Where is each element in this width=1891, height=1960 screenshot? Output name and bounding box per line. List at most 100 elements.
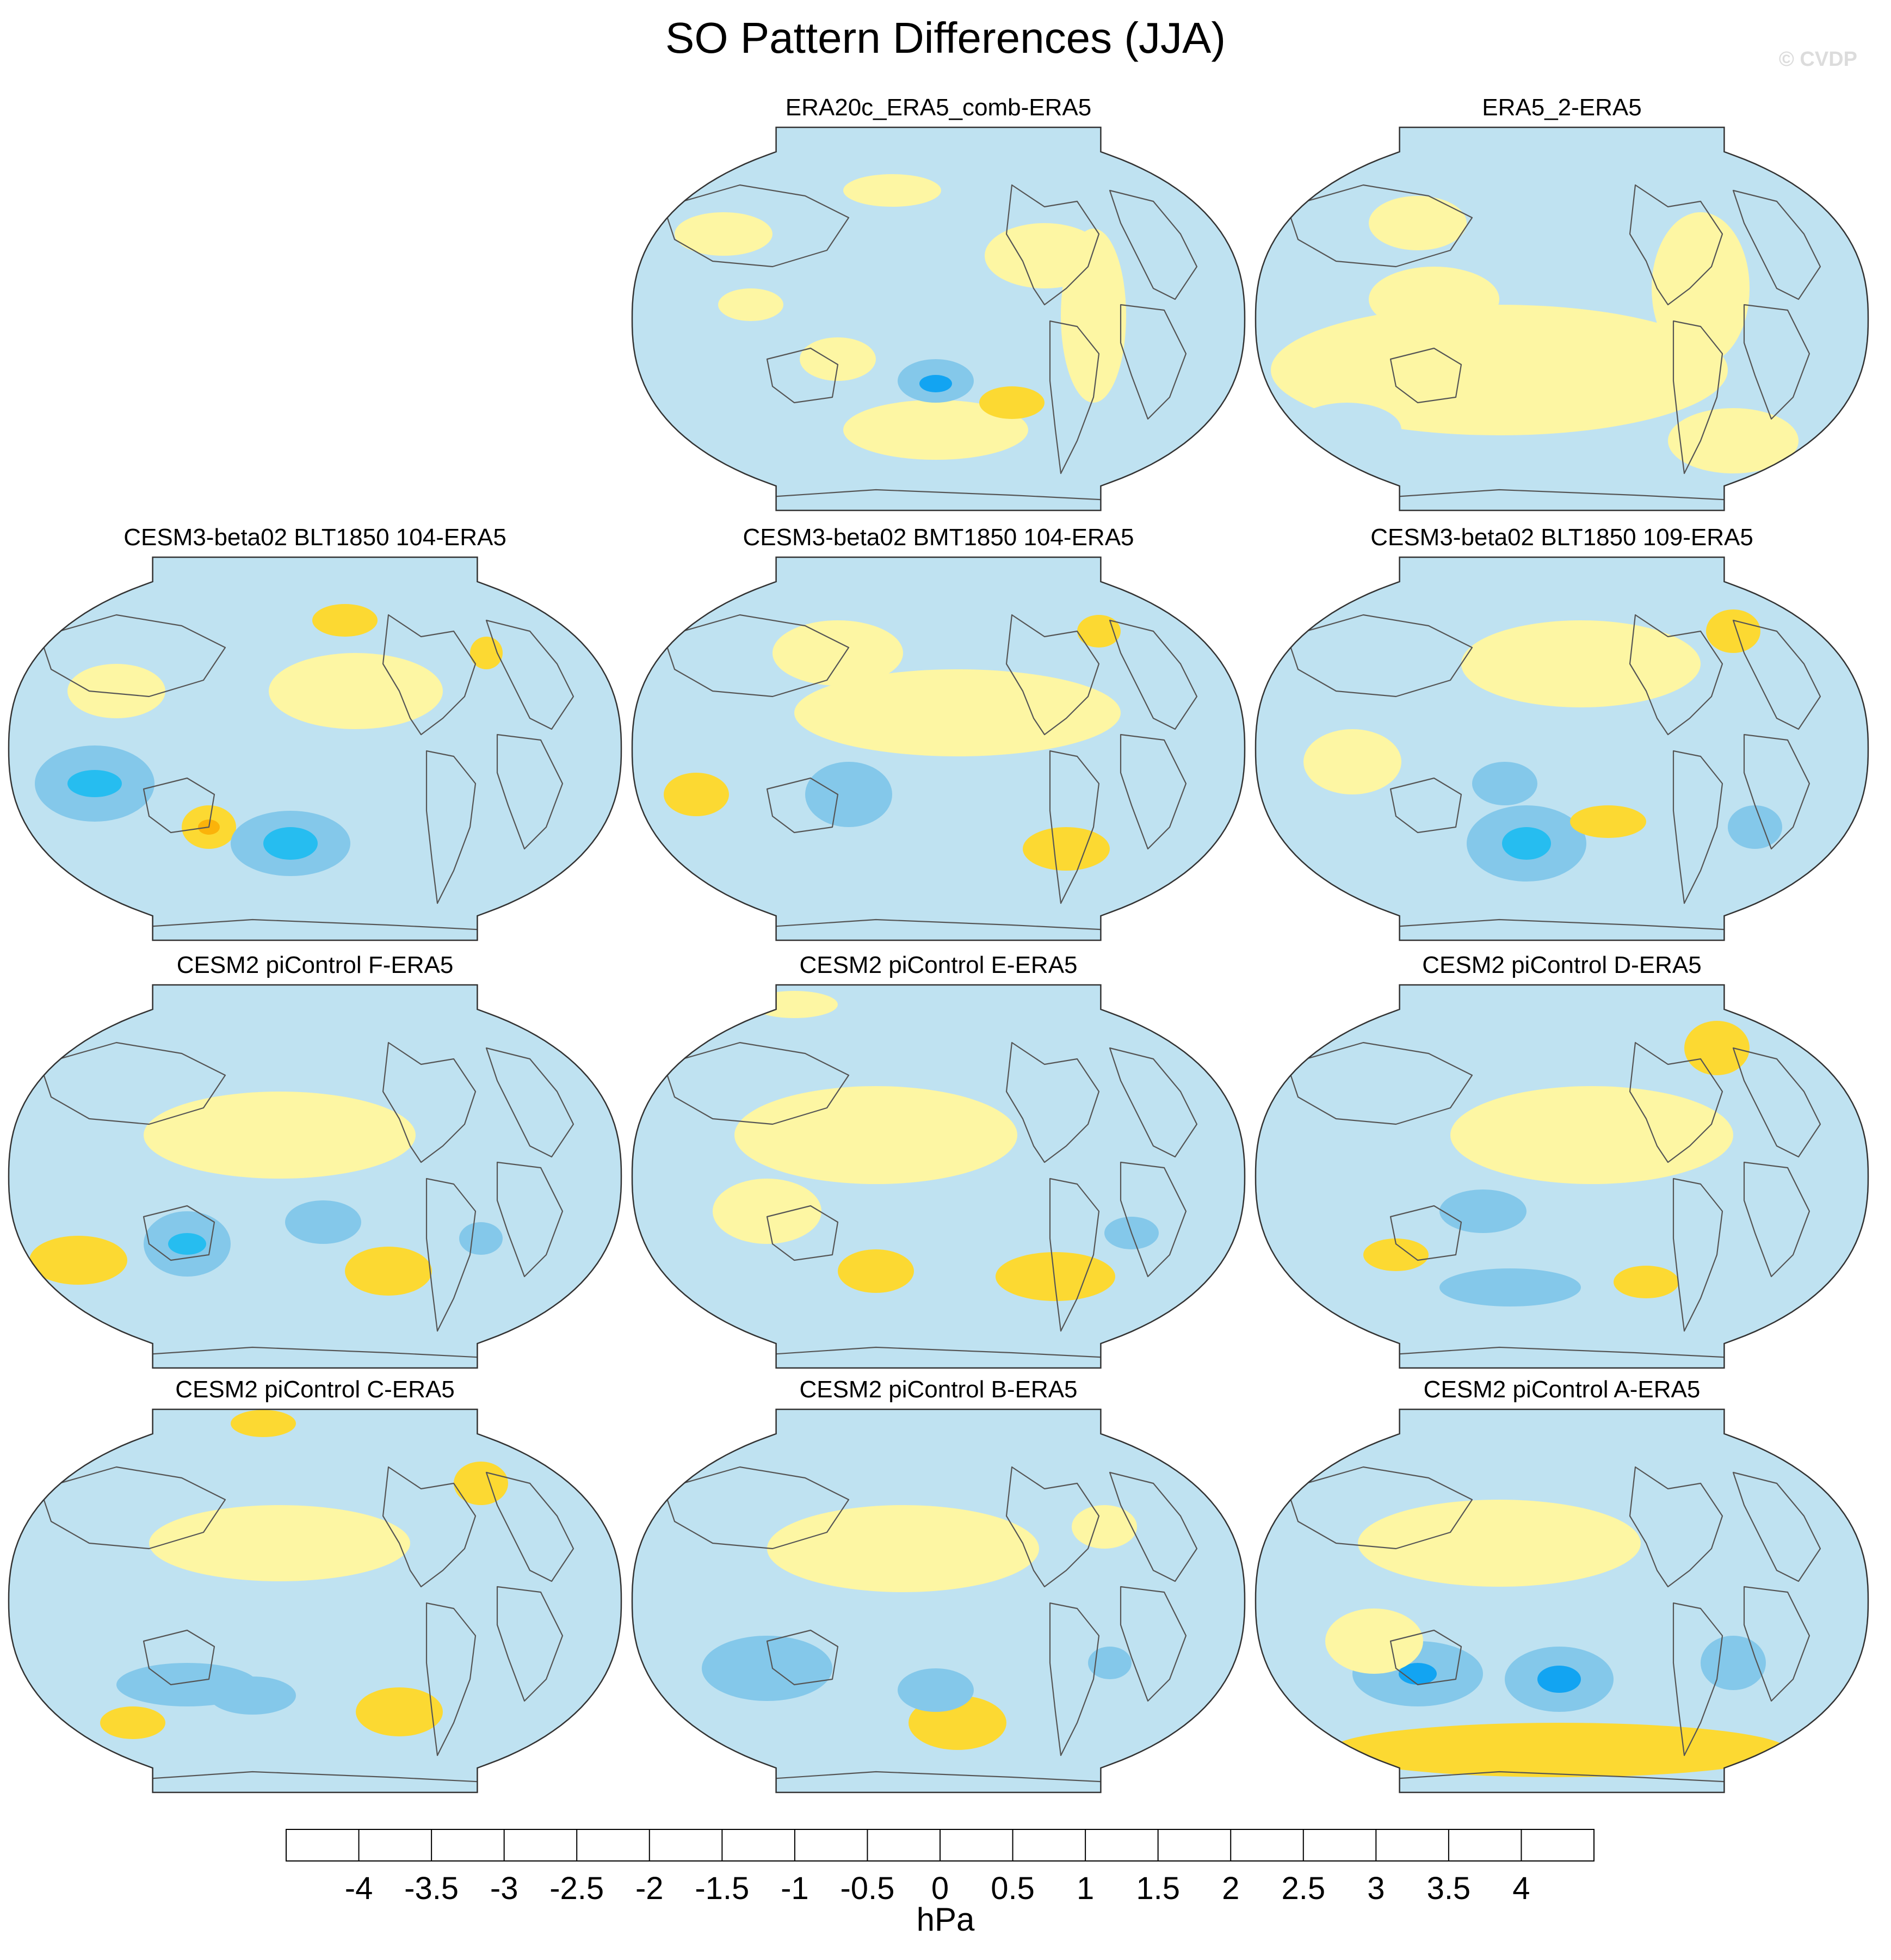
positive-anomaly-region xyxy=(269,653,443,729)
coastline xyxy=(1389,347,1462,404)
panel-title: ERA20c_ERA5_comb-ERA5 xyxy=(785,94,1092,121)
robinson-map xyxy=(1255,126,1869,511)
coastline xyxy=(1389,1629,1462,1686)
robinson-map xyxy=(1255,984,1869,1369)
positive-anomaly-region xyxy=(1061,229,1126,403)
negative-anomaly-region xyxy=(849,557,1023,571)
coastline xyxy=(1005,1041,1100,1163)
coastline xyxy=(425,1602,477,1756)
robinson-map xyxy=(1255,556,1869,941)
positive-anomaly-region xyxy=(843,174,941,207)
coastline xyxy=(1629,184,1723,306)
coastline xyxy=(1049,320,1100,474)
negative-anomaly-region xyxy=(1293,403,1401,457)
map-outline xyxy=(1255,126,1869,511)
map-panel: CESM2 piControl D-ERA5 xyxy=(1255,951,1869,1370)
coastline xyxy=(1336,1346,1745,1359)
panel-title: CESM2 piControl E-ERA5 xyxy=(799,952,1078,978)
negative-anomaly-region xyxy=(1461,985,1657,997)
coastline xyxy=(39,1466,226,1550)
coastline xyxy=(766,777,839,834)
coastline xyxy=(1109,189,1198,300)
robinson-map xyxy=(8,1408,622,1793)
coastline xyxy=(1286,614,1473,698)
map-outline xyxy=(1255,1408,1869,1793)
map-panel: CESM3-beta02 BLT1850 104-ERA5 xyxy=(8,523,622,942)
positive-anomaly-region xyxy=(1331,1723,1788,1777)
positive-anomaly-region xyxy=(675,212,773,256)
panel-title: CESM2 piControl A-ERA5 xyxy=(1423,1376,1701,1403)
colorbar-title: hPa xyxy=(916,1901,975,1938)
coastline xyxy=(496,1161,564,1278)
coastline xyxy=(766,347,839,404)
negative-anomaly-region xyxy=(263,827,318,860)
positive-anomaly-region xyxy=(1369,196,1467,250)
robinson-map xyxy=(631,984,1246,1369)
negative-anomaly-region xyxy=(168,1233,206,1255)
positive-anomaly-region xyxy=(664,773,729,816)
positive-anomaly-region xyxy=(1077,615,1121,648)
coastline xyxy=(1109,619,1198,730)
positive-anomaly-region xyxy=(231,1410,296,1437)
positive-anomaly-region xyxy=(356,1687,443,1736)
positive-anomaly-region xyxy=(979,386,1045,419)
negative-anomaly-region xyxy=(702,1636,832,1701)
positive-anomaly-region xyxy=(1570,805,1646,838)
coastline xyxy=(663,1466,850,1550)
coastline xyxy=(663,614,850,698)
negative-anomaly-region xyxy=(1399,1663,1437,1685)
map-outline xyxy=(631,126,1246,511)
map-outline xyxy=(631,984,1246,1369)
panel-title: CESM2 piControl C-ERA5 xyxy=(175,1376,455,1403)
coastline xyxy=(1120,734,1187,850)
coastline xyxy=(1109,1471,1198,1582)
positive-anomaly-region xyxy=(1614,1266,1679,1298)
map-panel: CESM3-beta02 BMT1850 104-ERA5 xyxy=(631,523,1246,942)
panel-title: CESM3-beta02 BLT1850 109-ERA5 xyxy=(1370,524,1753,551)
coastline xyxy=(425,1178,477,1332)
coastline xyxy=(1732,189,1821,300)
map-outline xyxy=(1255,556,1869,941)
coastline xyxy=(1672,1178,1723,1332)
negative-anomaly-region xyxy=(1088,1647,1132,1679)
negative-anomaly-region xyxy=(1701,1636,1766,1690)
coastline xyxy=(1629,1041,1723,1163)
robinson-map xyxy=(8,984,622,1369)
coastline xyxy=(485,1047,574,1158)
panel-title: ERA5_2-ERA5 xyxy=(1482,94,1642,121)
panel-title: CESM3-beta02 BMT1850 104-ERA5 xyxy=(743,524,1134,551)
map-outline xyxy=(1255,984,1869,1369)
map-panel: ERA5_2-ERA5 xyxy=(1255,94,1869,513)
coastline xyxy=(1049,1602,1100,1756)
coastline xyxy=(496,1586,564,1702)
coastline xyxy=(663,1041,850,1125)
coastline xyxy=(1389,777,1462,834)
negative-anomaly-region xyxy=(898,1668,974,1712)
coastline xyxy=(89,919,498,932)
coastline xyxy=(1672,320,1723,474)
negative-anomaly-region xyxy=(1537,1666,1581,1693)
panel-title: CESM2 piControl D-ERA5 xyxy=(1422,952,1702,978)
map-outline xyxy=(631,1408,1246,1793)
coastline xyxy=(1005,614,1100,736)
panel-title: CESM3-beta02 BLT1850 104-ERA5 xyxy=(123,524,506,551)
coastline xyxy=(1120,1586,1187,1702)
positive-anomaly-region xyxy=(454,1462,508,1505)
coastline xyxy=(1743,1161,1810,1278)
robinson-map xyxy=(631,556,1246,941)
coastline xyxy=(143,1205,215,1261)
positive-anomaly-region xyxy=(800,337,876,381)
negative-anomaly-region xyxy=(1728,805,1782,849)
positive-anomaly-region xyxy=(29,1236,127,1285)
positive-anomaly-region xyxy=(312,604,378,637)
positive-anomaly-region xyxy=(1652,212,1750,365)
map-panel: CESM2 piControl A-ERA5 xyxy=(1255,1376,1869,1795)
positive-anomaly-region xyxy=(1668,408,1799,473)
coastline xyxy=(89,1771,498,1784)
positive-anomaly-region xyxy=(767,1505,1039,1592)
coastline xyxy=(1732,1471,1821,1582)
coastline xyxy=(485,619,574,730)
robinson-map xyxy=(1255,1408,1869,1793)
positive-anomaly-region xyxy=(1325,1608,1423,1674)
cvdp-watermark: © CVDP xyxy=(1778,48,1857,71)
